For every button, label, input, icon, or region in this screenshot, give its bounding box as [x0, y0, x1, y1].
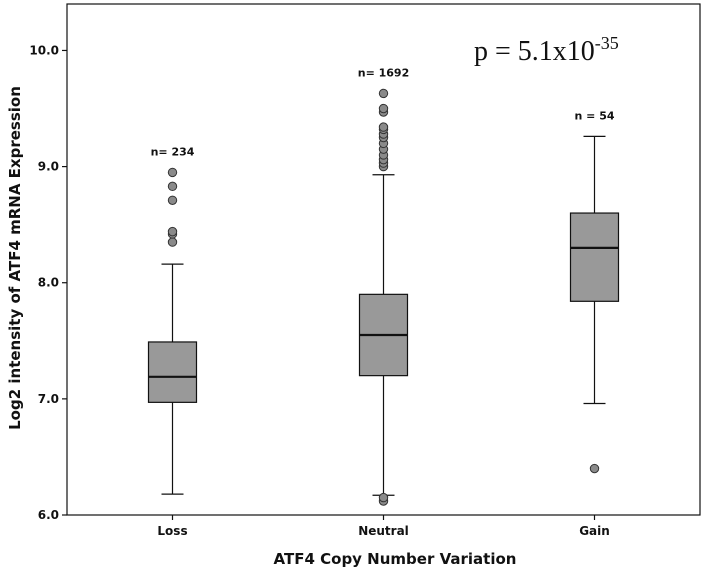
- box-group-gain: [569, 135, 620, 474]
- y-tick-label: 8.0: [38, 276, 59, 290]
- outlier-point: [378, 122, 389, 132]
- y-axis-title: Log2 intensity of ATF4 mRNA Expression: [6, 86, 24, 430]
- y-tick-label: 6.0: [38, 508, 59, 522]
- x-axis: Loss Neutral Gain: [157, 515, 610, 538]
- outlier-point: [167, 226, 178, 237]
- y-tick-label: 7.0: [38, 392, 59, 406]
- outlier-point: [378, 492, 389, 503]
- x-tick-label: Neutral: [358, 524, 409, 538]
- box-iqr: [569, 212, 620, 302]
- outlier-point: [167, 167, 178, 178]
- box-iqr: [147, 341, 198, 403]
- n-label-gain: n = 54: [574, 109, 614, 122]
- outlier-point: [167, 237, 178, 247]
- outlier-point: [167, 195, 178, 205]
- outlier-point: [167, 181, 178, 192]
- outlier-point: [378, 103, 389, 114]
- boxes-layer: [147, 88, 620, 506]
- outlier-point: [378, 88, 389, 99]
- n-label-neutral: n= 1692: [358, 66, 410, 79]
- x-tick-label: Loss: [157, 524, 187, 538]
- y-axis: 6.0 7.0 8.0 9.0 10.0: [29, 43, 67, 522]
- n-label-loss: n= 234: [151, 145, 195, 158]
- p-value-base: p = 5.1x10: [474, 36, 595, 67]
- x-axis-title: ATF4 Copy Number Variation: [274, 550, 517, 568]
- box-group-neutral: [358, 88, 409, 506]
- x-tick-label: Gain: [579, 524, 610, 538]
- y-tick-label: 9.0: [38, 160, 59, 174]
- outlier-point: [589, 463, 600, 474]
- n-labels-layer: n= 234 n= 1692 n = 54: [151, 66, 615, 158]
- p-value-annotation: p = 5.1x10-35: [474, 33, 619, 67]
- y-tick-label: 10.0: [29, 43, 59, 57]
- p-value-exponent: -35: [595, 33, 619, 53]
- box-group-loss: [147, 167, 198, 495]
